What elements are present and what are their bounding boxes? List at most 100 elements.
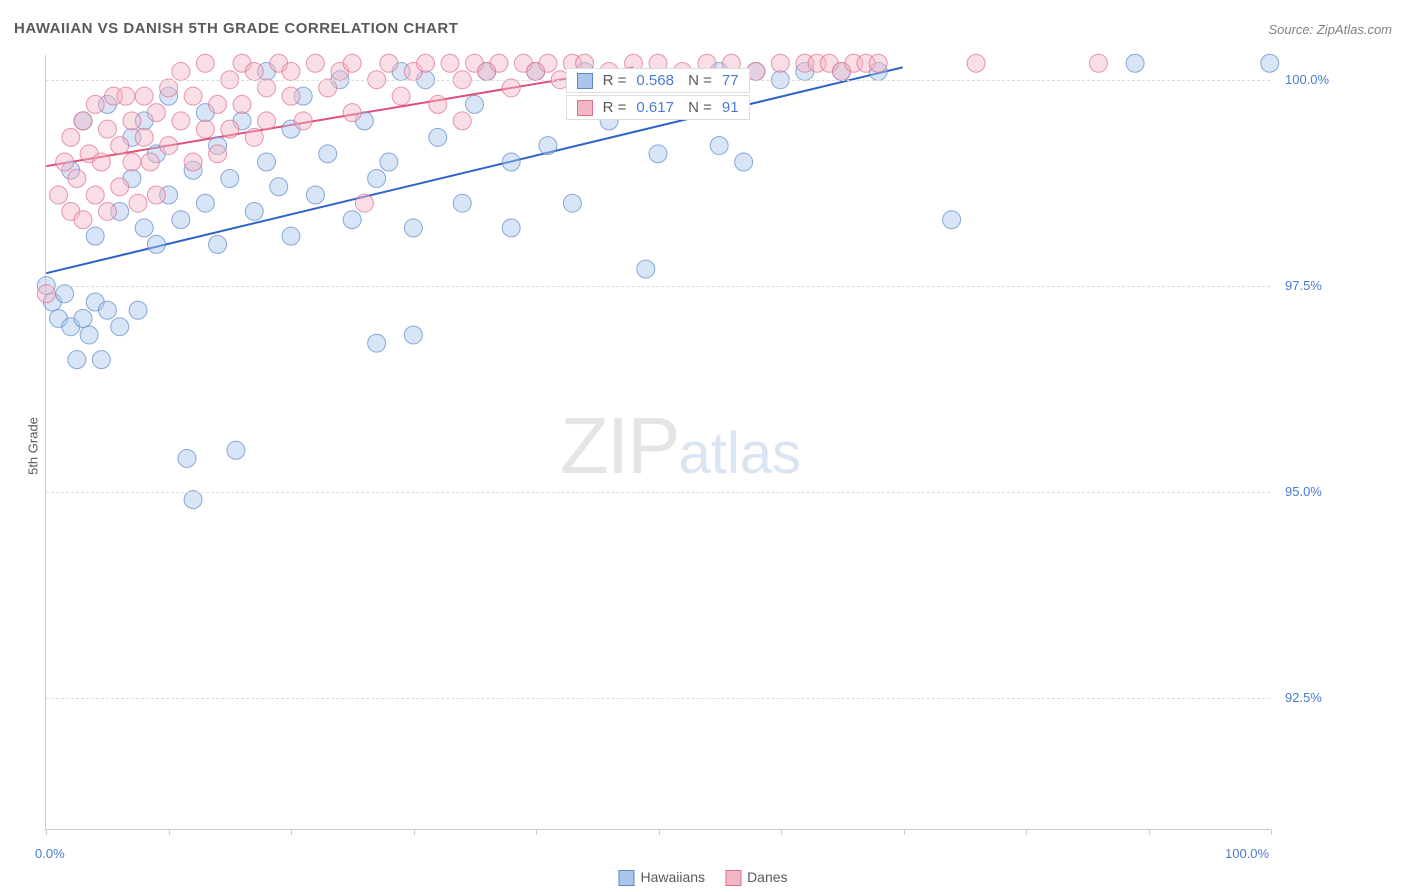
data-point [86, 186, 104, 204]
data-point [37, 285, 55, 303]
data-point [943, 211, 961, 229]
x-tick [414, 829, 415, 835]
stat-n-label: N = [684, 99, 712, 116]
x-tick [1271, 829, 1272, 835]
source-credit: Source: ZipAtlas.com [1268, 22, 1392, 37]
data-point [502, 79, 520, 97]
data-point [1261, 54, 1279, 72]
data-point [172, 211, 190, 229]
legend: HawaiiansDanes [618, 869, 787, 886]
data-point [117, 87, 135, 105]
stat-r-label: R = [603, 99, 627, 116]
x-tick-label: 0.0% [35, 846, 65, 861]
data-point [98, 120, 116, 138]
data-point [294, 112, 312, 130]
series-swatch [577, 73, 593, 89]
data-point [147, 235, 165, 253]
data-point [710, 137, 728, 155]
stat-r-value: 0.617 [636, 99, 674, 116]
data-point [111, 318, 129, 336]
data-point [306, 54, 324, 72]
gridline-h [46, 698, 1270, 699]
x-tick [1149, 829, 1150, 835]
data-point [404, 326, 422, 344]
chart-title: HAWAIIAN VS DANISH 5TH GRADE CORRELATION… [14, 20, 458, 37]
data-point [196, 120, 214, 138]
data-point [221, 170, 239, 188]
x-tick [291, 829, 292, 835]
data-point [319, 145, 337, 163]
y-tick-label: 92.5% [1285, 690, 1322, 705]
x-tick [659, 829, 660, 835]
data-point [92, 153, 110, 171]
data-point [502, 153, 520, 171]
chart-svg [46, 55, 1270, 829]
data-point [196, 194, 214, 212]
data-point [258, 112, 276, 130]
legend-label: Hawaiians [640, 869, 705, 885]
data-point [380, 54, 398, 72]
data-point [135, 219, 153, 237]
x-tick [1026, 829, 1027, 835]
stat-r-value: 0.568 [636, 72, 674, 89]
data-point [184, 87, 202, 105]
plot-container [45, 55, 1270, 830]
data-point [86, 227, 104, 245]
stat-box: R =0.617 N =91 [566, 95, 750, 120]
x-tick [904, 829, 905, 835]
data-point [111, 178, 129, 196]
data-point [245, 202, 263, 220]
data-point [282, 62, 300, 80]
data-point [453, 194, 471, 212]
data-point [74, 211, 92, 229]
data-point [1089, 54, 1107, 72]
data-point [147, 104, 165, 122]
y-tick-label: 95.0% [1285, 484, 1322, 499]
data-point [129, 301, 147, 319]
data-point [429, 128, 447, 146]
data-point [123, 153, 141, 171]
data-point [141, 153, 159, 171]
data-point [368, 170, 386, 188]
data-point [747, 62, 765, 80]
data-point [233, 95, 251, 113]
data-point [68, 351, 86, 369]
data-point [147, 186, 165, 204]
x-tick [46, 829, 47, 835]
data-point [967, 54, 985, 72]
x-tick [169, 829, 170, 835]
data-point [343, 211, 361, 229]
data-point [227, 441, 245, 459]
stat-n-label: N = [684, 72, 712, 89]
data-point [380, 153, 398, 171]
data-point [172, 112, 190, 130]
data-point [123, 112, 141, 130]
data-point [74, 112, 92, 130]
legend-item: Hawaiians [618, 869, 705, 886]
data-point [98, 202, 116, 220]
data-point [184, 153, 202, 171]
y-tick-label: 97.5% [1285, 278, 1322, 293]
data-point [258, 79, 276, 97]
stat-r-label: R = [603, 72, 627, 89]
data-point [404, 219, 422, 237]
legend-swatch [725, 870, 741, 886]
data-point [245, 62, 263, 80]
data-point [50, 186, 68, 204]
data-point [637, 260, 655, 278]
data-point [56, 153, 74, 171]
data-point [74, 310, 92, 328]
data-point [184, 491, 202, 509]
data-point [245, 128, 263, 146]
data-point [771, 54, 789, 72]
data-point [178, 449, 196, 467]
data-point [343, 104, 361, 122]
data-point [441, 54, 459, 72]
data-point [465, 95, 483, 113]
data-point [62, 128, 80, 146]
data-point [135, 87, 153, 105]
data-point [368, 334, 386, 352]
data-point [306, 186, 324, 204]
data-point [221, 120, 239, 138]
data-point [98, 301, 116, 319]
